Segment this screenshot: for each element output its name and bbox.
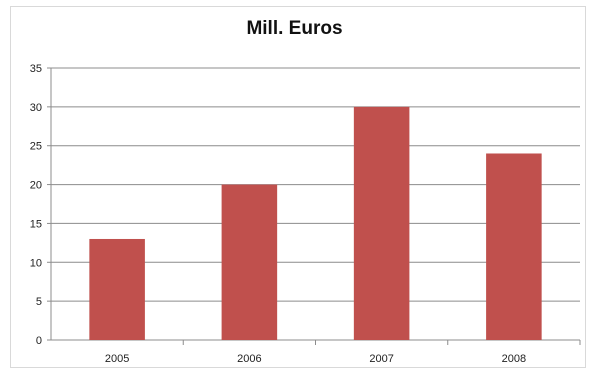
chart-title: Mill. Euros [246,18,343,39]
bar-2007 [353,106,410,340]
y-tick-label: 20 [30,180,42,192]
y-tick-label: 15 [30,218,42,230]
bars [89,106,542,340]
bar-2005 [89,238,145,340]
x-tick-label: 2008 [502,353,526,365]
x-tick-label: 2005 [105,353,129,365]
x-tick-label: 2007 [369,353,393,365]
x-tick-label: 2006 [237,353,261,365]
y-tick-label: 0 [36,335,42,347]
y-tick-label: 25 [30,141,42,153]
x-tick-labels: 2005 2006 2007 2008 [105,353,526,365]
bar-2006 [221,184,278,340]
y-tick-labels: 0 5 10 15 20 25 30 35 [30,63,42,347]
y-tick-label: 30 [30,102,42,114]
y-tick-label: 35 [30,63,42,75]
y-tick-label: 5 [36,296,42,308]
y-tick-label: 10 [30,257,42,269]
bar-2008 [486,153,542,340]
